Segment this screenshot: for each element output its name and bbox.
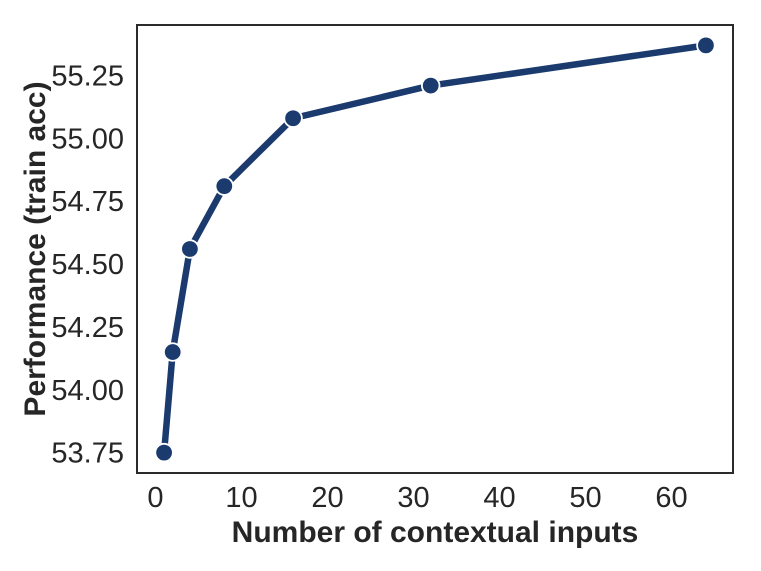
data-series: [154, 35, 716, 463]
y-tick-labels: 53.75 54.00 54.25 54.50 54.75 55.00 55.25: [51, 61, 124, 470]
y-tick-label: 54.50: [51, 249, 124, 281]
plot-area: [136, 24, 734, 474]
data-point-marker: [283, 108, 303, 128]
x-tick-label: 20: [311, 482, 343, 514]
x-tick-label: 30: [397, 482, 429, 514]
y-tick-label: 55.25: [51, 61, 124, 93]
data-point-marker: [154, 442, 174, 463]
y-tick-label: 54.00: [51, 375, 124, 407]
data-series-line: [160, 42, 710, 456]
x-tick-label: 60: [655, 482, 687, 514]
x-tick-labels: 0 10 20 30 40 50 60: [147, 482, 687, 514]
data-point-marker: [214, 176, 234, 196]
y-axis-label: Performance (train acc): [19, 81, 52, 416]
x-tick-label: 10: [225, 482, 257, 514]
data-point-marker: [180, 239, 200, 259]
x-tick-label: 50: [569, 482, 601, 514]
data-point-marker: [420, 75, 441, 96]
x-axis-label: Number of contextual inputs: [232, 516, 639, 549]
y-tick-label: 54.75: [51, 186, 124, 218]
x-tick-label: 40: [483, 482, 515, 514]
x-tick-label: 0: [147, 482, 163, 514]
data-point-marker: [162, 342, 183, 362]
y-tick-label: 53.75: [51, 438, 124, 470]
y-tick-label: 54.25: [51, 312, 124, 344]
data-point-marker: [696, 35, 716, 56]
y-tick-label: 55.00: [51, 123, 124, 155]
